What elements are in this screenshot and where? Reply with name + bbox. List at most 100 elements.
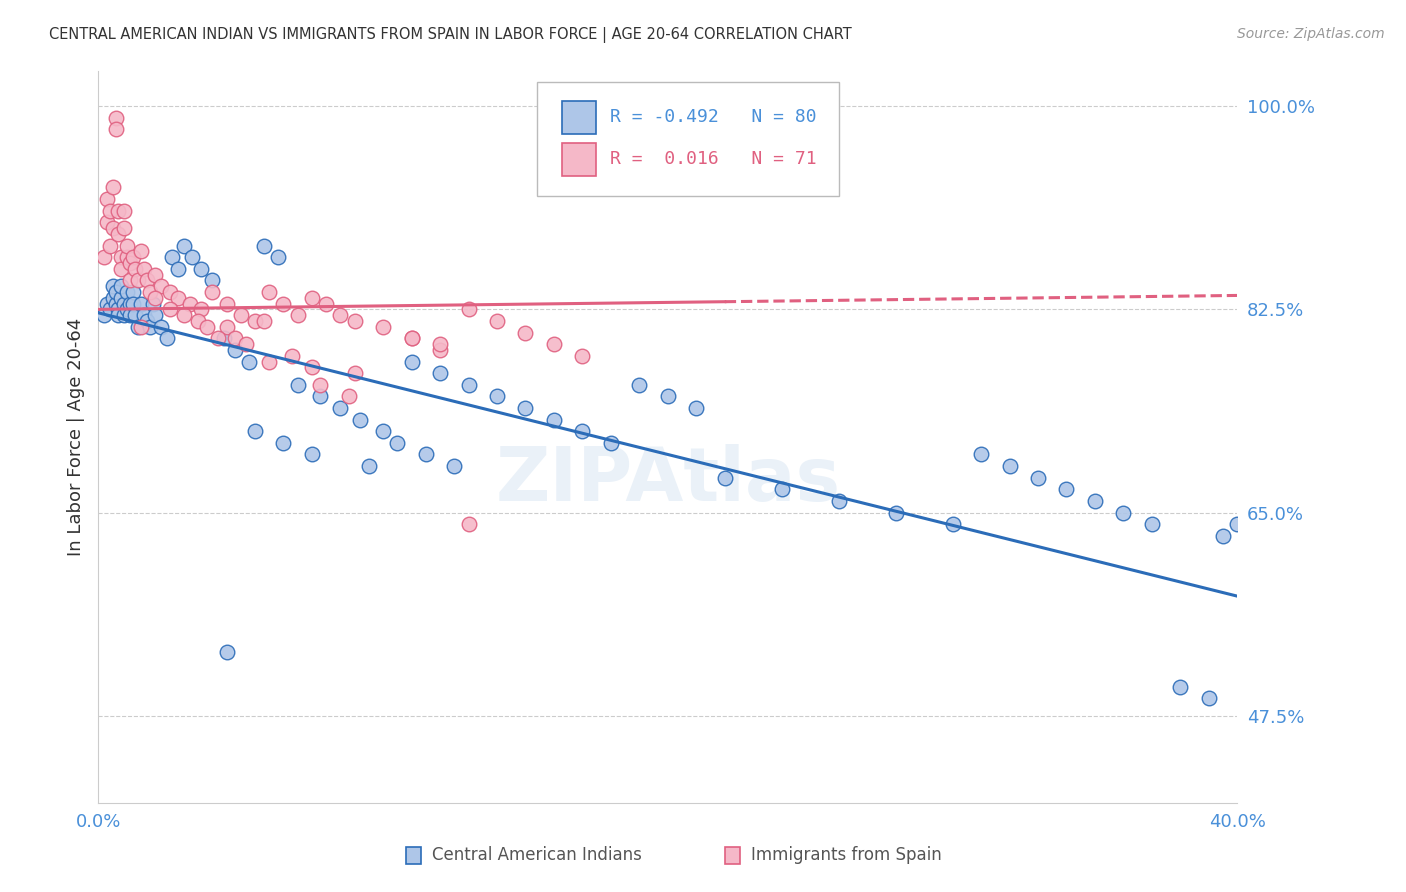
Point bbox=[145, 308, 167, 322]
Point bbox=[243, 424, 266, 438]
Point bbox=[190, 261, 212, 276]
Point bbox=[101, 291, 124, 305]
Point bbox=[115, 302, 138, 317]
Point bbox=[150, 279, 173, 293]
Point bbox=[118, 296, 141, 310]
Point bbox=[1198, 691, 1220, 706]
Point bbox=[357, 459, 380, 474]
Point bbox=[349, 412, 371, 426]
Point bbox=[93, 250, 115, 264]
Point bbox=[273, 296, 295, 310]
Point bbox=[112, 203, 135, 218]
Point bbox=[1170, 680, 1192, 694]
Point bbox=[110, 291, 132, 305]
Point bbox=[401, 331, 423, 345]
Point bbox=[457, 302, 479, 317]
Point bbox=[243, 314, 266, 328]
Point bbox=[121, 296, 143, 310]
Point bbox=[112, 308, 135, 322]
Point bbox=[98, 203, 121, 218]
Text: R =  0.016   N = 71: R = 0.016 N = 71 bbox=[610, 150, 817, 168]
Point bbox=[132, 308, 155, 322]
Text: CENTRAL AMERICAN INDIAN VS IMMIGRANTS FROM SPAIN IN LABOR FORCE | AGE 20-64 CORR: CENTRAL AMERICAN INDIAN VS IMMIGRANTS FR… bbox=[49, 27, 852, 43]
Point bbox=[343, 366, 366, 380]
Point bbox=[132, 261, 155, 276]
Point bbox=[301, 291, 323, 305]
Point bbox=[415, 448, 437, 462]
Point bbox=[96, 192, 118, 206]
Point bbox=[329, 401, 352, 415]
Point bbox=[301, 360, 323, 375]
Point bbox=[121, 285, 143, 299]
Point bbox=[104, 111, 127, 125]
Bar bbox=[562, 143, 596, 176]
Point bbox=[387, 436, 409, 450]
Point bbox=[571, 349, 593, 363]
Point bbox=[252, 314, 274, 328]
Point bbox=[104, 296, 127, 310]
Point bbox=[315, 296, 337, 310]
Point bbox=[115, 238, 138, 252]
Point bbox=[98, 302, 121, 317]
Point bbox=[224, 331, 246, 345]
Point bbox=[267, 250, 290, 264]
Point bbox=[107, 203, 129, 218]
Point bbox=[156, 331, 179, 345]
Point bbox=[224, 343, 246, 357]
Point bbox=[1112, 506, 1135, 520]
Point bbox=[884, 506, 907, 520]
Point bbox=[657, 389, 679, 403]
Point bbox=[110, 261, 132, 276]
Point bbox=[259, 285, 281, 299]
Point bbox=[235, 337, 257, 351]
Point bbox=[118, 273, 141, 287]
Point bbox=[110, 279, 132, 293]
Point bbox=[515, 326, 537, 340]
Point bbox=[1026, 471, 1049, 485]
Point bbox=[828, 494, 851, 508]
Point bbox=[107, 308, 129, 322]
Point bbox=[273, 436, 295, 450]
Point bbox=[195, 319, 218, 334]
Point bbox=[129, 319, 152, 334]
Point bbox=[173, 308, 195, 322]
Point bbox=[115, 250, 138, 264]
Point bbox=[138, 319, 160, 334]
Point bbox=[215, 296, 238, 310]
Point bbox=[457, 517, 479, 532]
Point bbox=[443, 459, 465, 474]
Point bbox=[118, 256, 141, 270]
Point bbox=[201, 273, 224, 287]
Point bbox=[329, 308, 352, 322]
Point bbox=[543, 412, 565, 426]
Point bbox=[429, 366, 451, 380]
Point bbox=[215, 645, 238, 659]
Point bbox=[159, 302, 181, 317]
Point bbox=[1140, 517, 1163, 532]
Point bbox=[287, 308, 309, 322]
Point bbox=[287, 377, 309, 392]
Point bbox=[98, 238, 121, 252]
Point bbox=[124, 261, 146, 276]
Point bbox=[124, 308, 146, 322]
Point bbox=[373, 424, 395, 438]
Point bbox=[141, 296, 163, 310]
Point bbox=[145, 291, 167, 305]
Point bbox=[110, 250, 132, 264]
Point bbox=[159, 285, 181, 299]
Point bbox=[135, 314, 157, 328]
Point bbox=[600, 436, 623, 450]
Point bbox=[401, 331, 423, 345]
Bar bbox=[725, 847, 740, 863]
Point bbox=[107, 302, 129, 317]
Point bbox=[127, 273, 149, 287]
Point bbox=[281, 349, 304, 363]
Point bbox=[1084, 494, 1107, 508]
Point bbox=[543, 337, 565, 351]
Point bbox=[93, 308, 115, 322]
Point bbox=[190, 302, 212, 317]
Point bbox=[138, 285, 160, 299]
Point bbox=[309, 389, 332, 403]
Point bbox=[401, 354, 423, 368]
Point bbox=[1212, 529, 1234, 543]
